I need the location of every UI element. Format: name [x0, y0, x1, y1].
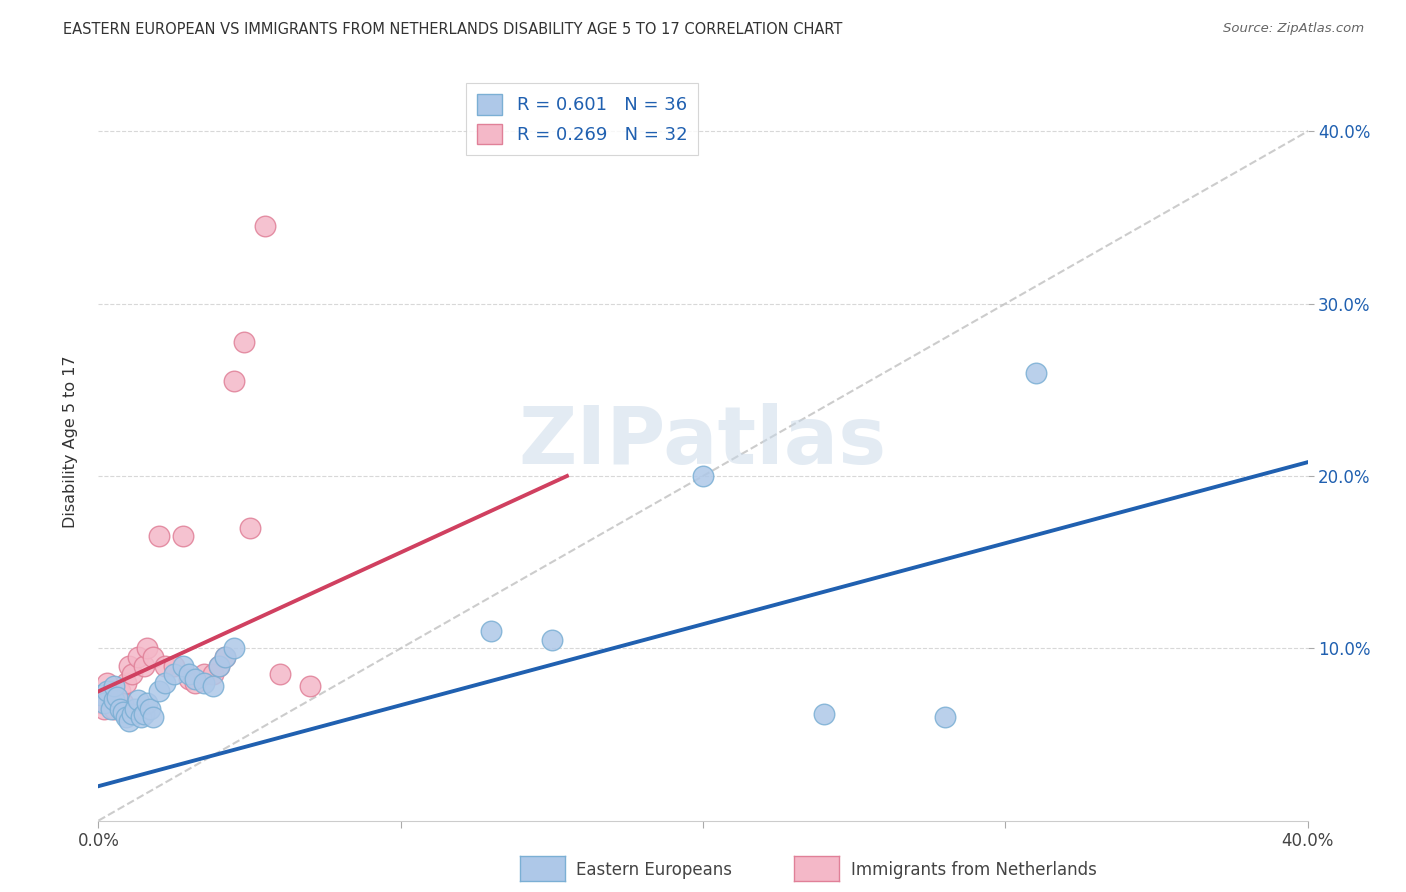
Point [179, 673, 201, 687]
Point [96, 684, 118, 698]
Point [253, 219, 276, 234]
Point [142, 710, 165, 724]
Point [172, 658, 194, 673]
Point [202, 679, 225, 693]
Point [232, 334, 254, 349]
Point [184, 675, 207, 690]
Point [172, 529, 194, 543]
Point [111, 705, 134, 719]
Text: Immigrants from Netherlands: Immigrants from Netherlands [851, 861, 1097, 879]
Point [90, 697, 112, 711]
Legend: R = 0.601   N = 36, R = 0.269   N = 32: R = 0.601 N = 36, R = 0.269 N = 32 [465, 83, 699, 155]
Point [813, 706, 835, 721]
Point [124, 701, 146, 715]
Point [132, 658, 155, 673]
Point [148, 529, 170, 543]
Point [214, 649, 236, 664]
Point [153, 658, 176, 673]
Point [127, 649, 149, 664]
Point [129, 710, 152, 724]
Point [269, 667, 291, 681]
Point [103, 693, 125, 707]
Point [121, 667, 143, 681]
Point [184, 673, 207, 687]
Point [208, 658, 231, 673]
Text: EASTERN EUROPEAN VS IMMIGRANTS FROM NETHERLANDS DISABILITY AGE 5 TO 17 CORRELATI: EASTERN EUROPEAN VS IMMIGRANTS FROM NETH… [63, 22, 842, 37]
Point [179, 667, 201, 681]
Point [135, 697, 157, 711]
Y-axis label: Disability Age 5 to 17: Disability Age 5 to 17 [63, 355, 77, 528]
Point [135, 641, 157, 656]
Point [299, 679, 322, 693]
Point [93, 697, 115, 711]
Point [540, 632, 562, 647]
Point [96, 675, 118, 690]
Point [103, 679, 125, 693]
Point [118, 714, 141, 728]
Point [96, 690, 118, 704]
Point [100, 684, 122, 698]
Point [153, 675, 176, 690]
Point [481, 624, 503, 639]
Point [142, 649, 165, 664]
Point [163, 667, 186, 681]
Point [163, 658, 186, 673]
Point [139, 701, 162, 715]
Point [118, 658, 141, 673]
Point [108, 701, 131, 715]
Point [934, 710, 956, 724]
Point [114, 675, 136, 690]
Text: ZIPatlas: ZIPatlas [519, 402, 887, 481]
Point [132, 706, 155, 721]
Point [692, 469, 714, 483]
Point [224, 641, 246, 656]
Point [108, 684, 131, 698]
Point [105, 690, 128, 704]
Point [100, 701, 122, 715]
Point [208, 658, 231, 673]
Point [93, 701, 115, 715]
Point [103, 701, 125, 715]
Point [114, 710, 136, 724]
Point [127, 693, 149, 707]
Point [121, 706, 143, 721]
Text: Eastern Europeans: Eastern Europeans [576, 861, 733, 879]
Point [90, 688, 112, 702]
Point [1024, 366, 1046, 380]
Point [202, 667, 225, 681]
Point [111, 697, 134, 711]
Point [148, 684, 170, 698]
Point [105, 693, 128, 707]
Point [239, 521, 262, 535]
Text: Source: ZipAtlas.com: Source: ZipAtlas.com [1223, 22, 1364, 36]
Point [214, 649, 236, 664]
Point [224, 374, 246, 388]
Point [193, 675, 215, 690]
Point [193, 667, 215, 681]
